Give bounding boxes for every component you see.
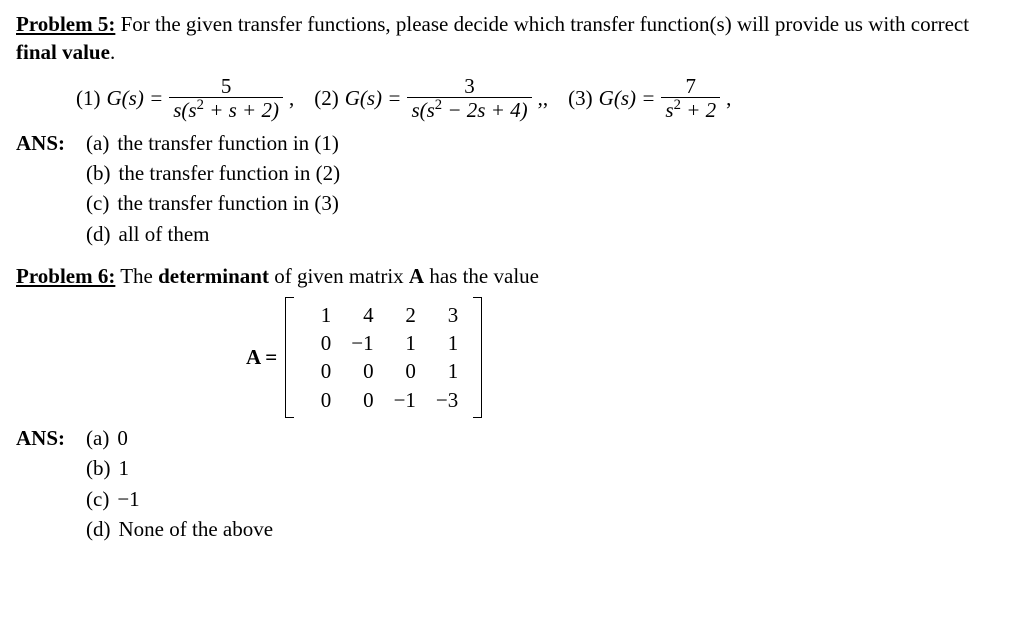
- eq-2-num: 3: [460, 75, 479, 97]
- choice-text: the transfer function in (3): [117, 189, 339, 217]
- cell: 1: [384, 329, 426, 357]
- table-row: 0001: [299, 357, 468, 385]
- problem-6-text: The determinant of given matrix A has th…: [120, 264, 539, 288]
- eq-1-frac: 5 s(s2 + s + 2): [169, 75, 283, 121]
- eq-1-lhs: G(s) =: [107, 84, 164, 112]
- problem-5-text-before: For the given transfer functions, please…: [121, 12, 969, 36]
- cell: 0: [299, 357, 341, 385]
- choice-text: all of them: [119, 220, 210, 248]
- choice-tag: (a): [86, 129, 109, 157]
- problem-5-text: For the given transfer functions, please…: [16, 12, 969, 64]
- eq-2-den-pre: s(s: [411, 98, 434, 122]
- p6-bold1: determinant: [158, 264, 269, 288]
- problem-6-answers: ANS: (a) 0 (b) 1 (c) −1 (d) None of the abov…: [16, 424, 1008, 543]
- cell: −1: [341, 329, 383, 357]
- cell: 1: [426, 329, 468, 357]
- problem-6-header: Problem 6: The determinant of given matr…: [16, 262, 1008, 290]
- eq-1-num: 5: [217, 75, 236, 97]
- p6-choice-c: (c) −1: [86, 485, 273, 513]
- eq-1-den-post: + s + 2): [204, 98, 279, 122]
- eq-3-num: 7: [682, 75, 701, 97]
- cell: 1: [426, 357, 468, 385]
- eq-3-den-sup: 2: [674, 97, 681, 113]
- p6-choice-b: (b) 1: [86, 454, 273, 482]
- eq-3-lhs: G(s) =: [599, 84, 656, 112]
- problem-5-header: Problem 5: For the given transfer functi…: [16, 10, 1008, 67]
- choice-tag: (a): [86, 424, 109, 452]
- eq-3-den: s2 + 2: [661, 97, 720, 121]
- choice-tag: (b): [86, 159, 111, 187]
- table-row: 1423: [299, 301, 468, 329]
- choice-text: 1: [119, 454, 130, 482]
- p5-choice-d: (d) all of them: [86, 220, 340, 248]
- eq-3-frac: 7 s2 + 2: [661, 75, 720, 121]
- p5-choice-c: (c) the transfer function in (3): [86, 189, 340, 217]
- eq-1-den-pre: s(s: [173, 98, 196, 122]
- ans-label: ANS:: [16, 129, 72, 248]
- choice-text: the transfer function in (2): [119, 159, 341, 187]
- matrix-table: 1423 0−111 0001 00−1−3: [299, 301, 468, 414]
- cell: 0: [299, 386, 341, 414]
- p6-choice-d: (d) None of the above: [86, 515, 273, 543]
- choice-tag: (d): [86, 515, 111, 543]
- problem-5-answers: ANS: (a) the transfer function in (1) (b)…: [16, 129, 1008, 248]
- cell: −1: [384, 386, 426, 414]
- eq-1-trail: ,: [289, 84, 294, 112]
- problem-5-bold: final value: [16, 40, 110, 64]
- eq-1-den: s(s2 + s + 2): [169, 97, 283, 121]
- p6-text-mid: of given matrix: [269, 264, 409, 288]
- eq-2-den-post: − 2s + 4): [442, 98, 528, 122]
- eq-2: (2) G(s) = 3 s(s2 − 2s + 4) ,,: [314, 75, 548, 121]
- eq-1-den-sup: 2: [197, 97, 204, 113]
- table-row: 00−1−3: [299, 386, 468, 414]
- cell: 0: [341, 386, 383, 414]
- p6-bold2: A: [409, 264, 424, 288]
- cell: 0: [299, 329, 341, 357]
- choice-text: None of the above: [119, 515, 274, 543]
- eq-3: (3) G(s) = 7 s2 + 2 ,: [568, 75, 731, 121]
- problem-5-equations: (1) G(s) = 5 s(s2 + s + 2) , (2) G(s) = …: [76, 75, 1008, 121]
- problem-6-label: Problem 6:: [16, 264, 115, 288]
- eq-2-lhs: G(s) =: [345, 84, 402, 112]
- eq-2-tag: (2): [314, 84, 339, 112]
- eq-1: (1) G(s) = 5 s(s2 + s + 2) ,: [76, 75, 294, 121]
- cell: 1: [299, 301, 341, 329]
- eq-2-frac: 3 s(s2 − 2s + 4): [407, 75, 531, 121]
- choice-text: the transfer function in (1): [117, 129, 339, 157]
- problem-5-label: Problem 5:: [16, 12, 115, 36]
- eq-3-tag: (3): [568, 84, 593, 112]
- p6-text-before: The: [120, 264, 158, 288]
- choice-tag: (c): [86, 189, 109, 217]
- p5-choice-a: (a) the transfer function in (1): [86, 129, 340, 157]
- choice-tag: (b): [86, 454, 111, 482]
- cell: 3: [426, 301, 468, 329]
- eq-2-trail: ,,: [538, 84, 549, 112]
- cell: 4: [341, 301, 383, 329]
- choice-text: −1: [117, 485, 139, 513]
- cell: 0: [341, 357, 383, 385]
- p6-text-after: has the value: [424, 264, 539, 288]
- problem-5-text-after: .: [110, 40, 115, 64]
- cell: −3: [426, 386, 468, 414]
- choice-tag: (c): [86, 485, 109, 513]
- matrix-block: A = 1423 0−111 0001 00−1−3: [246, 297, 1008, 418]
- choice-tag: (d): [86, 220, 111, 248]
- table-row: 0−111: [299, 329, 468, 357]
- eq-3-den-post: + 2: [681, 98, 716, 122]
- choice-text: 0: [117, 424, 128, 452]
- eq-1-tag: (1): [76, 84, 101, 112]
- eq-2-den: s(s2 − 2s + 4): [407, 97, 531, 121]
- cell: 2: [384, 301, 426, 329]
- ans-label: ANS:: [16, 424, 72, 543]
- p6-choice-a: (a) 0: [86, 424, 273, 452]
- cell: 0: [384, 357, 426, 385]
- p5-choice-b: (b) the transfer function in (2): [86, 159, 340, 187]
- eq-3-den-pre: s: [665, 98, 673, 122]
- eq-3-trail: ,: [726, 84, 731, 112]
- matrix-a: 1423 0−111 0001 00−1−3: [285, 297, 482, 418]
- matrix-lhs: A =: [246, 343, 277, 371]
